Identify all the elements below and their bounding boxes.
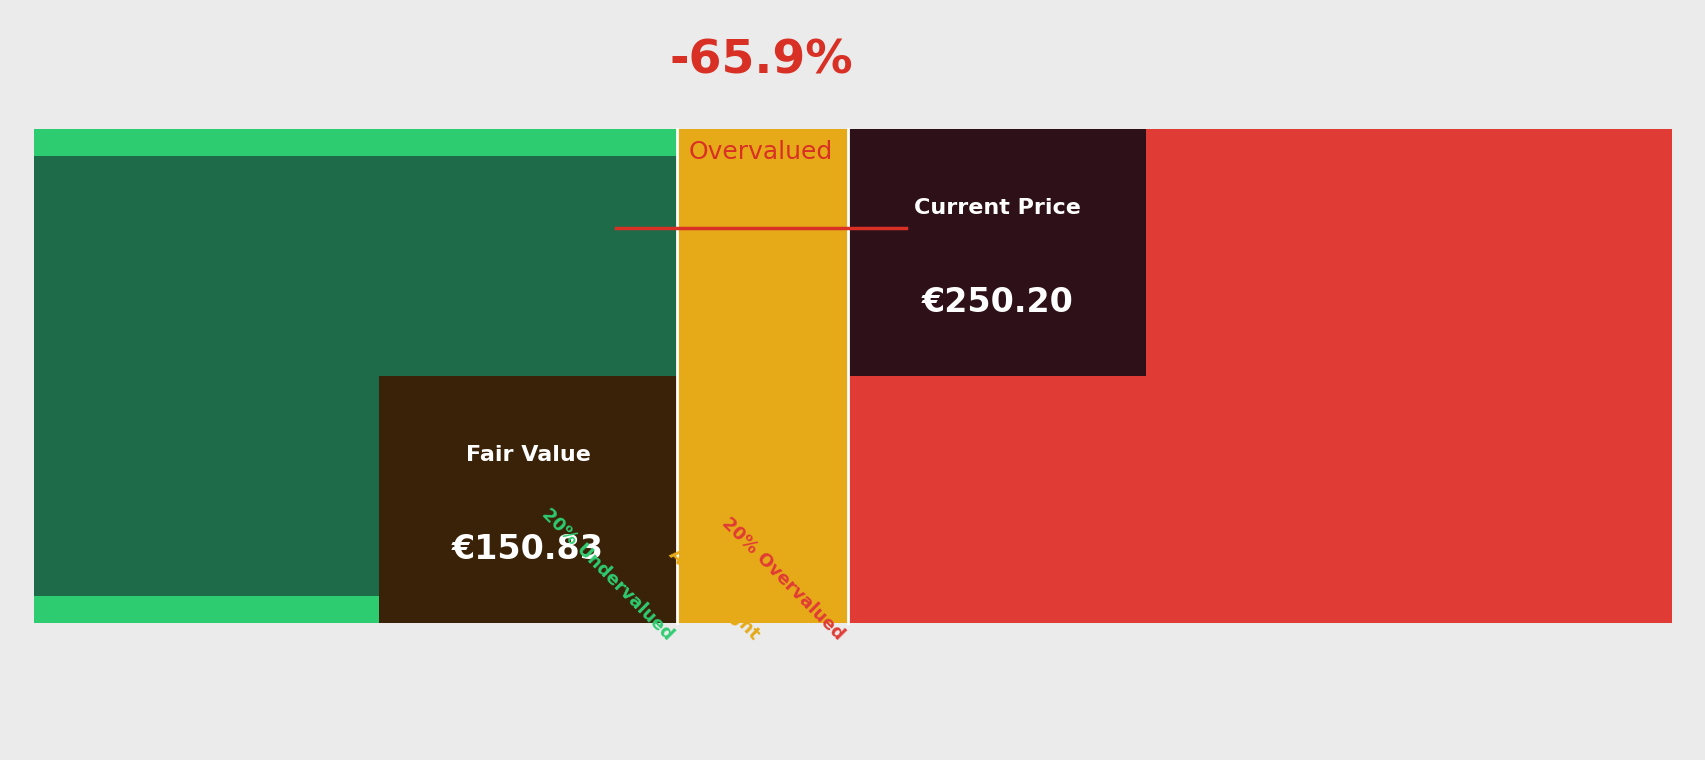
Bar xyxy=(847,596,1671,623)
Text: 20% Overvalued: 20% Overvalued xyxy=(718,514,847,644)
Bar xyxy=(34,129,1671,157)
Text: About Right: About Right xyxy=(665,546,762,644)
Text: €250.20: €250.20 xyxy=(921,286,1072,318)
Text: -65.9%: -65.9% xyxy=(668,38,852,84)
Bar xyxy=(847,129,1671,157)
Bar xyxy=(677,129,847,157)
Text: €150.83: €150.83 xyxy=(452,533,604,565)
Bar xyxy=(34,596,677,623)
Bar xyxy=(34,596,1671,623)
Text: Current Price: Current Price xyxy=(914,198,1079,218)
Bar xyxy=(379,376,677,623)
Bar xyxy=(677,157,847,596)
Text: Fair Value: Fair Value xyxy=(465,445,590,465)
Bar xyxy=(847,157,1671,596)
Bar xyxy=(847,129,1146,376)
Bar xyxy=(34,129,677,157)
Text: Overvalued: Overvalued xyxy=(689,140,832,164)
Text: 20% Undervalued: 20% Undervalued xyxy=(539,505,677,644)
Bar xyxy=(677,596,847,623)
Bar xyxy=(34,157,677,596)
